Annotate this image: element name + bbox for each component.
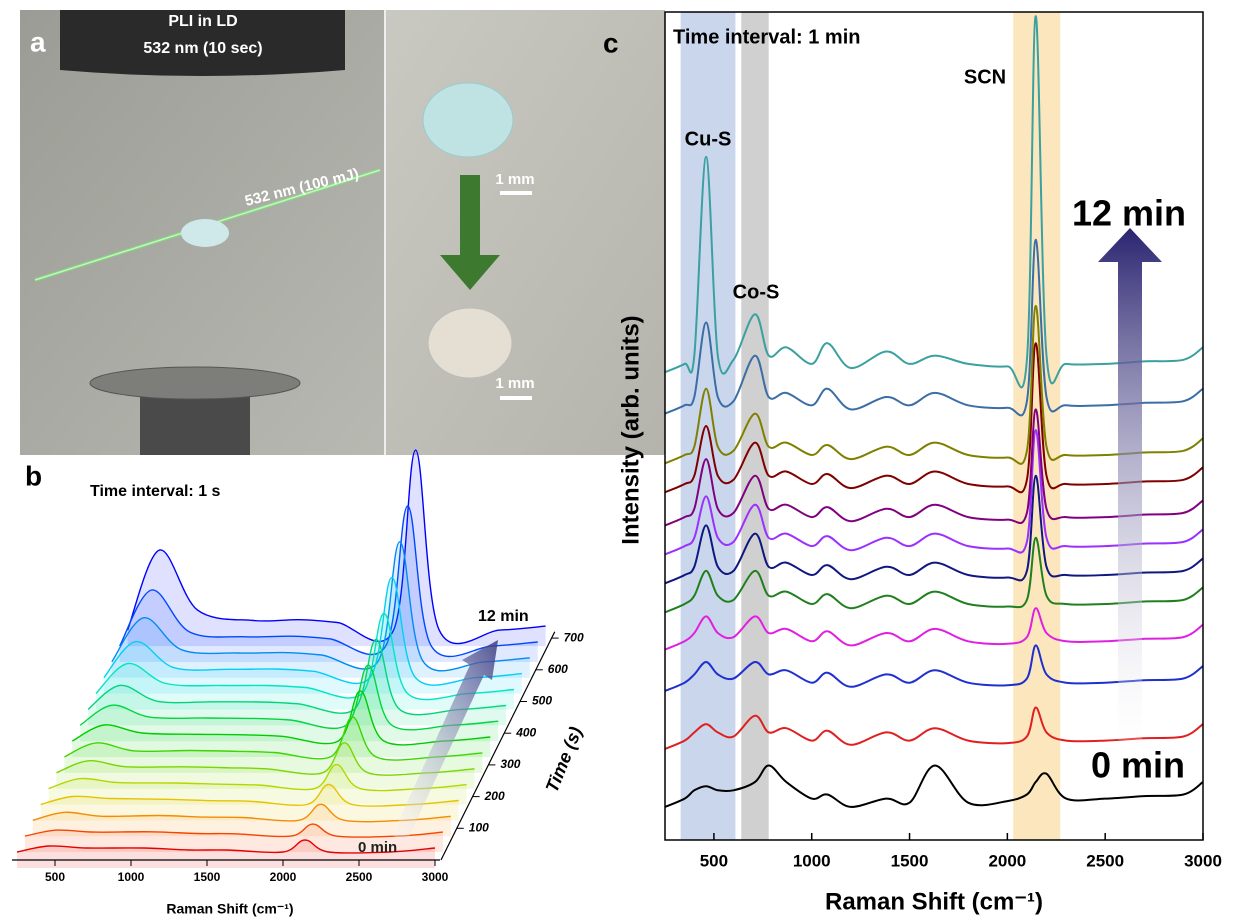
- slice-fill: [40, 784, 459, 821]
- photo-title: PLI in LD: [168, 13, 237, 30]
- spectrum: [664, 429, 1204, 556]
- spectrum: [664, 474, 1204, 585]
- plot-frame: [664, 11, 1204, 841]
- x-axis-label: Raman Shift (cm⁻¹): [166, 901, 293, 917]
- z-axis-label: Time (s): [542, 724, 586, 795]
- panel-label: c: [603, 27, 619, 58]
- band: [680, 12, 736, 840]
- waterfall-chart: b Time interval: 1 s Raman Shift (cm⁻¹) …: [12, 449, 586, 917]
- panel-label: a: [30, 26, 46, 57]
- z-tick-label: 700: [564, 630, 584, 644]
- lens-holder: [60, 10, 345, 76]
- droplet-after: [427, 307, 513, 379]
- scale-bar: [500, 396, 532, 400]
- spectrum: [664, 644, 1204, 692]
- droplet: [181, 219, 229, 247]
- spectrum: [64, 716, 483, 761]
- slice-fill: [32, 804, 451, 837]
- spectrum: [111, 541, 530, 672]
- photo-panel: a PLI in LD 532 nm (10 sec) 532 nm (100 …: [20, 10, 665, 455]
- spectrum: [664, 706, 1204, 750]
- annotation-start: 0 min: [1091, 745, 1185, 786]
- chart-title: Time interval: 1 min: [673, 26, 860, 48]
- chart-title: Time interval: 1 s: [90, 483, 221, 500]
- line-chart: c Raman Shift (cm⁻¹) Intensity (arb. uni…: [603, 11, 1222, 915]
- z-tick-label: 300: [500, 757, 520, 771]
- x-tick-label: 1500: [194, 870, 221, 884]
- z-tick-label: 600: [548, 662, 568, 676]
- spectrum: [664, 764, 1204, 808]
- spectrum: [126, 449, 546, 645]
- z-tick-label: 500: [532, 694, 552, 708]
- time-arrow: [1098, 228, 1162, 740]
- spectrum: [95, 612, 515, 701]
- spectrum: [664, 238, 1204, 417]
- slice-fill: [64, 716, 483, 773]
- spectrum: [664, 607, 1204, 651]
- photo-title: 532 nm (10 sec): [143, 40, 262, 57]
- scale-label: 1 mm: [495, 375, 534, 392]
- spectrum: [664, 15, 1204, 389]
- x-tick-label: 2000: [270, 870, 297, 884]
- slice-fill: [88, 639, 507, 726]
- spectrum: [79, 664, 499, 731]
- spectrum: [71, 690, 491, 746]
- stage-post: [140, 392, 250, 455]
- spectrum: [87, 638, 507, 716]
- spectrum: [664, 536, 1204, 614]
- spectrum: [24, 823, 443, 838]
- x-tick-label: 3000: [1184, 851, 1222, 870]
- spectrum: [103, 576, 522, 686]
- spectrum: [56, 742, 475, 776]
- annotation-start: 0 min: [358, 839, 397, 856]
- photo-right: [385, 10, 665, 455]
- x-tick-label: 3000: [422, 870, 449, 884]
- spectrum: [16, 839, 436, 854]
- y-axis-label: Intensity (arb. units): [617, 315, 644, 544]
- x-axis-label: Raman Shift (cm⁻¹): [825, 888, 1043, 915]
- band-label: Co-S: [733, 281, 780, 303]
- slice-fill: [56, 742, 475, 789]
- slice-fill: [72, 691, 491, 758]
- spectrum: [48, 763, 467, 792]
- scale-bar: [500, 191, 532, 195]
- spectrum: [40, 783, 459, 807]
- x-tick-label: 2500: [346, 870, 373, 884]
- x-tick-label: 500: [45, 870, 65, 884]
- stage: [89, 366, 301, 400]
- x-tick-label: 1000: [793, 851, 831, 870]
- band-label: SCN: [964, 66, 1006, 88]
- x-tick-label: 2500: [1086, 851, 1124, 870]
- slice-fill: [17, 840, 435, 868]
- spectrum: [32, 803, 451, 823]
- spectrum: [119, 505, 538, 658]
- x-tick-label: 1000: [118, 870, 145, 884]
- time-arrow: [392, 640, 498, 843]
- annotation-end: 12 min: [478, 608, 529, 625]
- scale-label: 1 mm: [495, 171, 534, 188]
- spectrum: [664, 342, 1204, 494]
- band-label: Cu-S: [685, 128, 732, 150]
- slice-fill: [24, 824, 443, 853]
- droplet-before: [422, 82, 514, 158]
- change-arrow: [440, 175, 500, 290]
- spectrum: [664, 304, 1204, 465]
- slice-fill: [48, 764, 467, 805]
- x-tick-label: 1500: [891, 851, 929, 870]
- band: [1013, 12, 1061, 840]
- z-tick-label: 100: [469, 820, 489, 834]
- panel-label: b: [25, 460, 42, 491]
- slice-fill: [127, 450, 546, 647]
- z-tick-label: 200: [484, 789, 505, 803]
- spectrum: [664, 408, 1204, 527]
- slice-fill: [80, 665, 499, 742]
- x-tick-label: 2000: [988, 851, 1026, 870]
- x-tick-label: 500: [700, 851, 728, 870]
- annotation-end: 12 min: [1072, 193, 1186, 234]
- z-tick-label: 400: [515, 725, 536, 739]
